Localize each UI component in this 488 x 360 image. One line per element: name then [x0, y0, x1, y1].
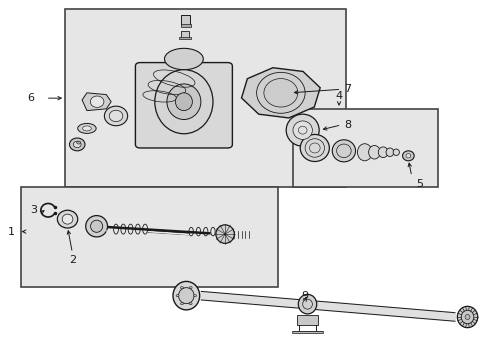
Ellipse shape	[164, 48, 203, 70]
Text: 6: 6	[28, 93, 35, 103]
Text: 3: 3	[30, 205, 37, 215]
Ellipse shape	[178, 288, 194, 303]
Ellipse shape	[402, 151, 413, 161]
Text: 2: 2	[69, 255, 76, 265]
Text: 8: 8	[343, 120, 350, 130]
Bar	[181, 14, 190, 25]
Text: 7: 7	[343, 84, 350, 94]
Ellipse shape	[464, 315, 469, 319]
Ellipse shape	[69, 138, 85, 151]
Bar	[292, 109, 438, 187]
Ellipse shape	[189, 303, 192, 305]
Bar	[21, 187, 278, 287]
Ellipse shape	[155, 70, 213, 134]
Ellipse shape	[173, 282, 199, 310]
Ellipse shape	[368, 145, 380, 159]
Ellipse shape	[90, 96, 103, 107]
Ellipse shape	[357, 144, 371, 161]
Ellipse shape	[189, 287, 192, 289]
Ellipse shape	[405, 154, 410, 158]
Ellipse shape	[392, 149, 399, 156]
Ellipse shape	[460, 310, 473, 324]
Ellipse shape	[78, 123, 96, 134]
Text: 4: 4	[335, 91, 342, 102]
Ellipse shape	[300, 134, 329, 162]
Text: 1: 1	[8, 226, 15, 237]
Polygon shape	[241, 68, 320, 118]
Bar	[178, 37, 191, 39]
Polygon shape	[201, 291, 454, 321]
Ellipse shape	[193, 294, 196, 297]
Ellipse shape	[264, 78, 297, 107]
Ellipse shape	[302, 144, 317, 152]
Bar	[296, 315, 318, 325]
Ellipse shape	[298, 294, 316, 314]
Ellipse shape	[216, 225, 234, 243]
Ellipse shape	[73, 141, 81, 148]
Bar	[180, 24, 191, 27]
Ellipse shape	[180, 287, 183, 289]
Ellipse shape	[386, 148, 393, 157]
Ellipse shape	[292, 121, 312, 139]
Ellipse shape	[109, 110, 122, 122]
Text: 5: 5	[416, 179, 423, 189]
Ellipse shape	[175, 93, 192, 111]
Ellipse shape	[166, 84, 201, 120]
FancyBboxPatch shape	[135, 63, 232, 148]
Ellipse shape	[57, 210, 78, 228]
Ellipse shape	[456, 306, 477, 328]
Ellipse shape	[62, 214, 73, 224]
Polygon shape	[82, 93, 111, 111]
Ellipse shape	[85, 216, 107, 237]
Text: 9: 9	[301, 291, 308, 301]
Ellipse shape	[331, 140, 355, 162]
Ellipse shape	[285, 114, 319, 146]
Ellipse shape	[104, 106, 127, 126]
Ellipse shape	[378, 147, 387, 158]
Ellipse shape	[77, 141, 81, 144]
Ellipse shape	[180, 303, 183, 305]
Bar	[291, 331, 323, 333]
Bar	[65, 9, 346, 187]
Ellipse shape	[176, 294, 179, 297]
Ellipse shape	[90, 220, 102, 232]
Ellipse shape	[82, 126, 91, 131]
Bar	[180, 31, 189, 38]
